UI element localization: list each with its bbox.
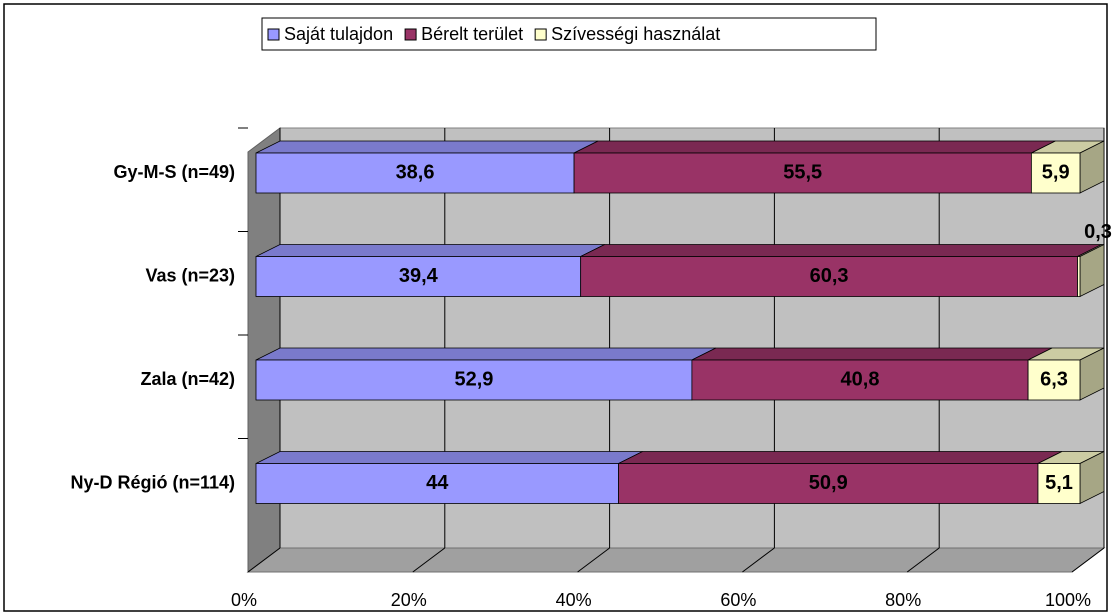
floor-grid-line: [906, 547, 940, 573]
data-label: 44: [426, 472, 449, 494]
legend-label: Bérelt terület: [421, 24, 523, 44]
bar: [618, 463, 1039, 504]
legend-box: [261, 17, 877, 51]
bar: [1077, 256, 1081, 297]
x-tick-label: 40%: [556, 590, 592, 610]
data-label: 5,9: [1042, 161, 1070, 183]
data-label: 6,3: [1040, 368, 1068, 390]
bar: [691, 359, 1029, 401]
bar-top: [255, 244, 605, 257]
bar-top: [255, 451, 643, 464]
y-tick-label: Ny-D Régió (n=114): [70, 472, 235, 492]
data-label: 38,6: [396, 161, 435, 183]
bar: [1027, 359, 1081, 401]
data-label: 52,9: [454, 368, 493, 390]
y-tick-label: Gy-M-S (n=49): [113, 162, 235, 182]
data-label: 0,3: [1084, 221, 1112, 243]
bar: [573, 152, 1032, 194]
bar-top: [573, 140, 1056, 154]
legend-label: Saját tulajdon: [284, 24, 393, 44]
bar: [255, 359, 693, 401]
floor-grid-line: [412, 547, 446, 573]
y-tick-label: Zala (n=42): [140, 369, 235, 389]
data-label: 60,3: [810, 265, 849, 287]
data-label: 55,5: [783, 161, 822, 183]
bar: [1030, 152, 1081, 194]
floor-grid-line: [742, 547, 775, 573]
data-label: 50,9: [809, 472, 848, 494]
x-tick-label: 20%: [391, 590, 427, 610]
bar: [580, 256, 1078, 297]
x-tick-label: 80%: [885, 590, 921, 610]
legend-swatch: [404, 28, 417, 41]
legend-swatch: [534, 28, 547, 41]
x-tick-label: 0%: [231, 590, 257, 610]
data-label: 39,4: [399, 265, 439, 287]
legend-swatch: [267, 28, 280, 41]
bar-top: [255, 140, 599, 154]
floor-grid-line: [247, 547, 281, 573]
floor-grid-line: [577, 547, 610, 573]
data-label: 5,1: [1045, 472, 1073, 494]
bar-top: [691, 347, 1053, 361]
legend-label: Szívességi használat: [551, 24, 720, 44]
bar-top: [618, 451, 1063, 464]
floor: [246, 547, 1106, 573]
bar: [255, 256, 582, 297]
data-label: 40,8: [841, 368, 880, 390]
x-tick-label: 100%: [1045, 590, 1091, 610]
bar: [1037, 463, 1081, 504]
x-tick-label: 60%: [720, 590, 756, 610]
bar-top: [580, 244, 1102, 257]
bar-top: [255, 347, 717, 361]
floor-grid-line: [1071, 547, 1105, 573]
y-tick-label: Vas (n=23): [145, 265, 235, 285]
